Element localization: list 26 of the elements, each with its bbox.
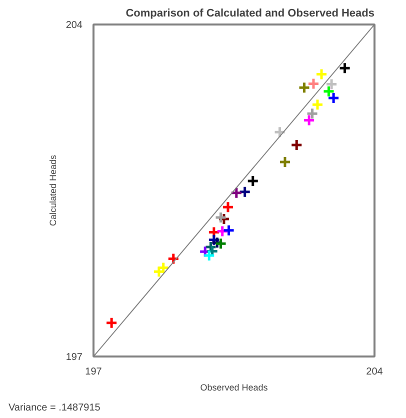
- point: [202, 249, 216, 262]
- point: [307, 78, 320, 90]
- point: [315, 68, 328, 81]
- point: [327, 92, 340, 104]
- point: [325, 78, 338, 91]
- point: [105, 316, 118, 330]
- point: [278, 156, 292, 168]
- point: [222, 200, 234, 214]
- y-axis-title: Calculated Heads: [48, 154, 58, 226]
- point: [322, 85, 335, 98]
- point: [311, 98, 324, 111]
- point: [298, 81, 310, 94]
- point: [214, 237, 228, 250]
- point: [167, 252, 180, 266]
- point: [222, 224, 236, 237]
- point: [302, 114, 316, 127]
- point: [338, 62, 352, 74]
- point: [274, 126, 286, 138]
- x-axis-title: Observed Heads: [200, 382, 268, 392]
- point: [246, 174, 260, 188]
- point: [290, 138, 303, 152]
- point: [238, 186, 252, 198]
- chart-title: Comparison of Calculated and Observed Heads: [126, 8, 375, 20]
- point: [214, 211, 228, 224]
- point: [306, 107, 319, 120]
- text: Variance = .1487915: [8, 402, 101, 414]
